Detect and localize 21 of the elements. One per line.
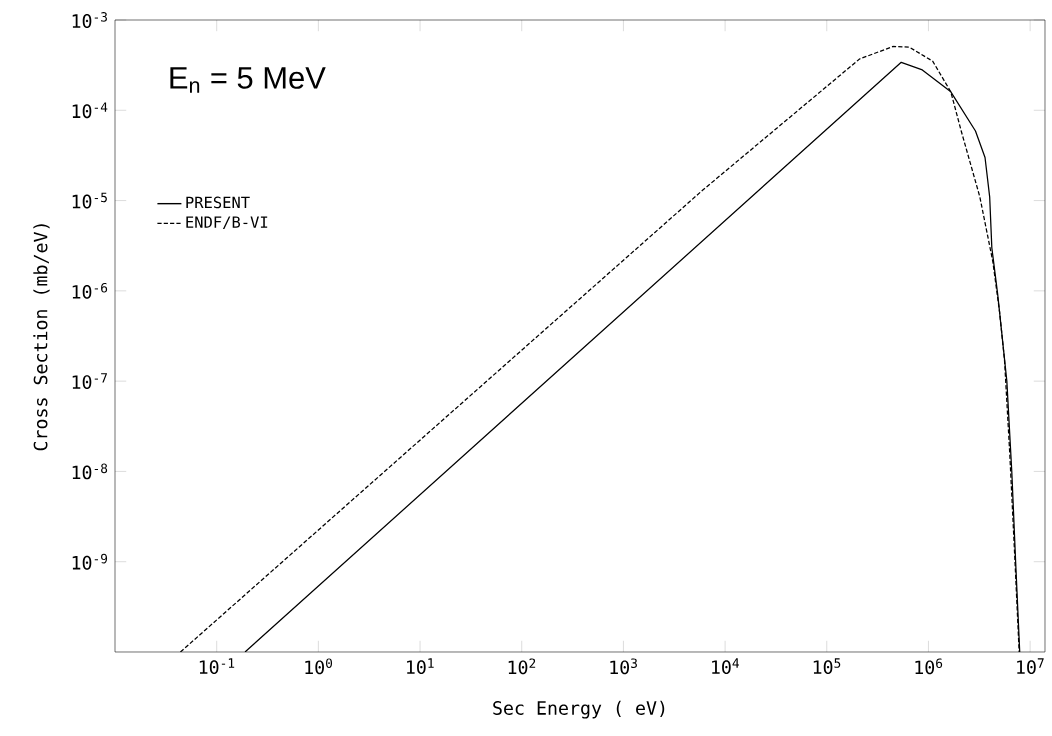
y-tick-label: 10$^{-3}$ [72,12,107,28]
x-tick-label: 10$^{3}$ [610,658,637,675]
x-axis-title: Sec Energy ( eV) [493,700,665,719]
y-tick-label: 10$^{-5}$ [72,192,107,209]
y-axis-title: Cross Section (mb/eV) [33,224,50,451]
legend-label: PRESENT [186,196,250,209]
y-tick-label: 10$^{-6}$ [72,282,108,299]
x-tick-label: 10$^{6}$ [915,658,943,675]
x-tick-label: 10$^{1}$ [407,658,434,675]
x-tick-label: 10$^{4}$ [712,658,739,675]
x-tick-label: 10$^{7}$ [1017,658,1044,675]
legend-label: ENDF/B-VI [186,216,268,230]
x-tick-label: 10$^{2}$ [508,658,536,675]
annotation: E$_{n}$ = 5 MeV [170,67,326,93]
y-tick-label: 10$^{-4}$ [72,102,108,119]
y-tick-label: 10$^{-7}$ [72,373,107,389]
y-tick-label: 10$^{-9}$ [72,553,108,570]
x-tick-label: 10$^{5}$ [813,658,841,675]
y-tick-label: 10$^{-8}$ [72,463,108,480]
x-tick-label: 10$^{-1}$ [199,658,235,675]
x-tick-label: 10$^{0}$ [305,658,333,675]
